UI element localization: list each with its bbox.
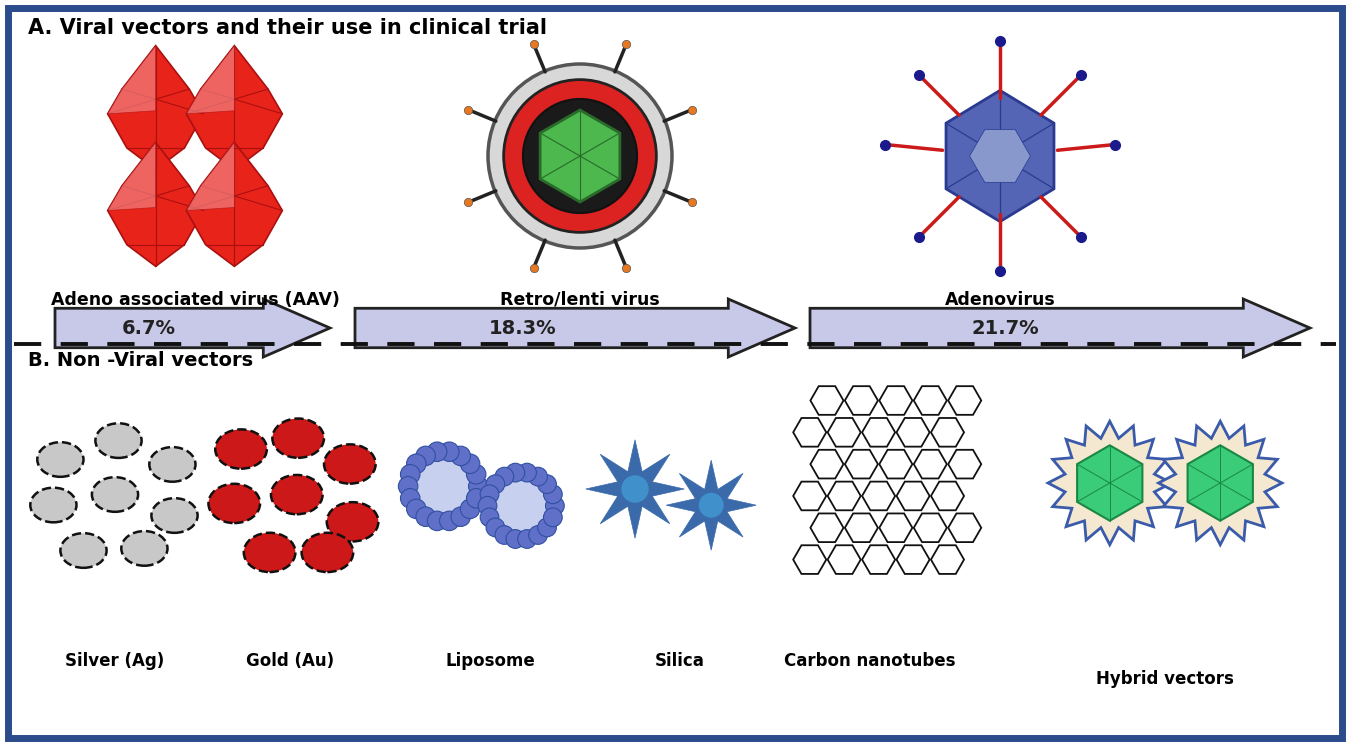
Circle shape — [490, 475, 552, 536]
Text: A. Viral vectors and their use in clinical trial: A. Viral vectors and their use in clinic… — [28, 18, 547, 38]
Circle shape — [486, 474, 505, 494]
Polygon shape — [1158, 421, 1282, 545]
Ellipse shape — [273, 419, 324, 458]
Ellipse shape — [271, 475, 323, 514]
Circle shape — [467, 465, 486, 484]
Polygon shape — [666, 460, 756, 551]
Text: Liposome: Liposome — [446, 652, 535, 670]
Ellipse shape — [92, 477, 138, 512]
Polygon shape — [186, 46, 282, 169]
Circle shape — [506, 530, 525, 548]
Circle shape — [460, 499, 479, 518]
Circle shape — [486, 518, 505, 537]
Polygon shape — [586, 440, 684, 538]
Text: 18.3%: 18.3% — [489, 319, 556, 337]
Circle shape — [460, 454, 479, 474]
Polygon shape — [186, 142, 282, 266]
Polygon shape — [108, 46, 204, 169]
Polygon shape — [55, 299, 329, 357]
Ellipse shape — [215, 430, 267, 468]
Ellipse shape — [150, 447, 196, 482]
Ellipse shape — [301, 533, 354, 572]
Circle shape — [481, 508, 500, 527]
Polygon shape — [1048, 421, 1172, 545]
Polygon shape — [355, 299, 795, 357]
Circle shape — [487, 64, 672, 248]
Ellipse shape — [324, 445, 375, 483]
Polygon shape — [969, 130, 1030, 182]
Circle shape — [451, 507, 471, 527]
Circle shape — [398, 477, 418, 496]
Circle shape — [545, 496, 564, 515]
Ellipse shape — [122, 531, 167, 565]
Text: Silver (Ag): Silver (Ag) — [65, 652, 165, 670]
Polygon shape — [810, 299, 1310, 357]
Text: Silica: Silica — [655, 652, 705, 670]
Circle shape — [406, 499, 427, 518]
Circle shape — [537, 518, 556, 537]
Circle shape — [428, 511, 447, 530]
Ellipse shape — [208, 484, 261, 523]
Polygon shape — [186, 46, 235, 114]
Ellipse shape — [244, 533, 296, 572]
Polygon shape — [1077, 445, 1142, 521]
Polygon shape — [946, 90, 1054, 222]
Circle shape — [698, 492, 725, 518]
Circle shape — [410, 454, 475, 518]
Circle shape — [544, 485, 562, 504]
Polygon shape — [108, 142, 204, 266]
Circle shape — [529, 526, 547, 545]
Circle shape — [537, 474, 556, 494]
FancyBboxPatch shape — [8, 8, 1342, 738]
Text: 6.7%: 6.7% — [122, 319, 176, 337]
Ellipse shape — [38, 442, 84, 477]
Ellipse shape — [327, 502, 378, 542]
Circle shape — [495, 467, 514, 486]
Text: 21.7%: 21.7% — [971, 319, 1038, 337]
Text: Adenovirus: Adenovirus — [945, 291, 1056, 309]
Circle shape — [440, 511, 459, 530]
Circle shape — [468, 477, 489, 496]
Circle shape — [504, 80, 656, 232]
Polygon shape — [540, 110, 620, 202]
Text: Gold (Au): Gold (Au) — [246, 652, 333, 670]
Circle shape — [506, 463, 525, 482]
Circle shape — [416, 446, 436, 466]
Text: Retro/lenti virus: Retro/lenti virus — [500, 291, 660, 309]
Ellipse shape — [30, 488, 77, 522]
Circle shape — [478, 496, 497, 515]
Circle shape — [517, 530, 536, 548]
Polygon shape — [108, 46, 155, 114]
Circle shape — [529, 467, 547, 486]
Ellipse shape — [151, 498, 197, 533]
Circle shape — [544, 508, 562, 527]
Polygon shape — [1188, 445, 1253, 521]
Text: Adeno associated virus (AAV): Adeno associated virus (AAV) — [50, 291, 339, 309]
Circle shape — [440, 442, 459, 462]
Polygon shape — [108, 142, 155, 210]
Polygon shape — [186, 142, 235, 210]
Circle shape — [428, 442, 447, 462]
Text: Hybrid vectors: Hybrid vectors — [1096, 670, 1234, 688]
Circle shape — [495, 526, 514, 545]
Circle shape — [522, 99, 637, 213]
Circle shape — [406, 454, 427, 474]
Text: Carbon nanotubes: Carbon nanotubes — [784, 652, 956, 670]
Circle shape — [517, 463, 536, 482]
Ellipse shape — [96, 423, 142, 458]
Text: B. Non -Viral vectors: B. Non -Viral vectors — [28, 351, 254, 370]
Circle shape — [401, 465, 420, 484]
Circle shape — [481, 485, 500, 504]
Circle shape — [620, 474, 649, 504]
Circle shape — [401, 489, 420, 508]
Circle shape — [467, 489, 486, 508]
Circle shape — [416, 507, 436, 527]
Ellipse shape — [61, 533, 107, 568]
Circle shape — [451, 446, 471, 466]
